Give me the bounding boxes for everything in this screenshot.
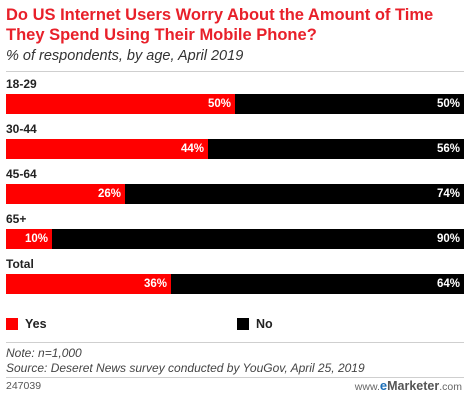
value-label-yes-65: 10% [24, 233, 48, 245]
category-label-18-29: 18-29 [6, 77, 37, 91]
category-label-45-64: 45-64 [6, 167, 37, 181]
chart-id: 247039 [6, 380, 42, 392]
chart-title: Do US Internet Users Worry About the Amo… [6, 6, 434, 44]
legend-swatch-yes [6, 318, 18, 330]
bar-yes-total [6, 274, 171, 294]
brand-prefix: www. [354, 381, 380, 393]
bar-no-total [171, 274, 464, 294]
bar-yes-18-29 [6, 94, 235, 114]
footer-divider [6, 342, 464, 343]
legend-label-no: No [256, 317, 273, 331]
category-label-total: Total [6, 257, 34, 271]
value-label-no-total: 64% [436, 278, 460, 290]
bar-yes-30-44 [6, 139, 208, 159]
bar-yes-45-64 [6, 184, 125, 204]
category-label-30-44: 30-44 [6, 122, 37, 136]
brand-name: Marketer [387, 379, 440, 393]
bar-no-18-29 [235, 94, 464, 114]
chart-note: Note: n=1,000 [6, 346, 82, 360]
chart-legend: Yes No [6, 317, 466, 335]
value-label-yes-30-44: 44% [180, 143, 204, 155]
chart-source: Source: Deseret News survey conducted by… [6, 361, 365, 375]
value-label-no-45-64: 74% [436, 188, 460, 200]
emarketer-logo: www. e Marketer .com [355, 378, 462, 393]
brand-suffix: .com [439, 381, 462, 393]
bottom-divider [6, 377, 464, 378]
category-label-65: 65+ [6, 212, 27, 226]
bar-no-30-44 [208, 139, 464, 159]
chart-subtitle: % of respondents, by age, April 2019 [6, 48, 244, 64]
value-label-yes-total: 36% [143, 278, 167, 290]
bar-no-45-64 [125, 184, 464, 204]
value-label-no-30-44: 56% [436, 143, 460, 155]
title-divider [6, 71, 464, 72]
value-label-yes-45-64: 26% [97, 188, 121, 200]
value-label-yes-18-29: 50% [207, 98, 231, 110]
brand-e: e [379, 378, 388, 393]
legend-item-yes: Yes [6, 317, 47, 331]
value-label-no-65: 90% [436, 233, 460, 245]
legend-label-yes: Yes [25, 317, 47, 331]
legend-swatch-no [237, 318, 249, 330]
legend-item-no: No [237, 317, 273, 331]
bar-yes-65 [6, 229, 52, 249]
value-label-no-18-29: 50% [436, 98, 460, 110]
bar-no-65 [52, 229, 464, 249]
